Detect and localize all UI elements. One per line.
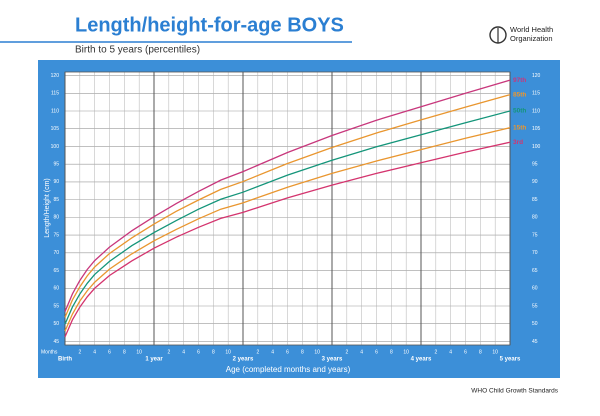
percentile-line — [64, 110, 511, 325]
series-label: 3rd — [513, 139, 523, 146]
x-tick-label: Birth — [58, 357, 72, 363]
x-tick-label: 3 years — [322, 357, 343, 363]
x-tick-label: 2 — [345, 349, 348, 355]
x-tick-label: 4 — [93, 349, 96, 355]
y-tick-label: 120 — [532, 73, 541, 79]
y-tick-label: 75 — [532, 232, 538, 238]
x-tick-label: 6 — [108, 349, 111, 355]
series-label: 97th — [513, 77, 526, 84]
x-tick-label: 2 — [434, 349, 437, 355]
y-tick-label: 110 — [532, 108, 540, 114]
y-tick-label: 80 — [53, 215, 59, 221]
y-tick-label: 100 — [51, 144, 60, 150]
y-tick-label: 60 — [53, 286, 59, 292]
x-tick-label: 10 — [225, 349, 231, 355]
y-tick-label: 90 — [53, 179, 59, 185]
x-tick-label: 1 year — [145, 357, 163, 363]
y-tick-label: 45 — [53, 339, 59, 345]
y-tick-label: 105 — [532, 126, 541, 132]
x-tick-label: 8 — [123, 349, 126, 355]
y-tick-label: 45 — [532, 339, 538, 345]
y-tick-label: 70 — [53, 250, 59, 256]
footer: WHO Child Growth Standards — [471, 388, 558, 395]
y-tick-label: 55 — [53, 303, 59, 309]
y-axis-label: Length/Height (cm) — [44, 178, 51, 238]
x-tick-label: 4 — [182, 349, 185, 355]
y-tick-label: 70 — [532, 250, 538, 256]
x-tick-label: 4 — [271, 349, 274, 355]
x-tick-label: 10 — [314, 349, 320, 355]
x-axis-label: Age (completed months and years) — [226, 365, 351, 374]
x-tick-label: 10 — [136, 349, 142, 355]
x-tick-label: 10 — [492, 349, 498, 355]
y-tick-label: 65 — [532, 268, 538, 274]
series-label: 50th — [513, 108, 526, 115]
series-label: 15th — [513, 124, 526, 131]
percentile-line — [64, 127, 511, 332]
y-tick-label: 115 — [532, 91, 540, 97]
y-tick-label: 115 — [51, 91, 59, 97]
x-tick-label: 6 — [464, 349, 467, 355]
y-tick-label: 80 — [532, 215, 538, 221]
x-tick-label: 6 — [286, 349, 289, 355]
x-tick-label: 2 years — [233, 357, 254, 363]
percentile-line — [64, 141, 511, 338]
y-tick-label: 105 — [51, 126, 60, 132]
logo-text: Organization — [510, 34, 553, 43]
y-tick-label: 50 — [53, 321, 59, 327]
x-tick-label: 8 — [301, 349, 304, 355]
x-tick-label: 4 — [360, 349, 363, 355]
x-tick-label: 4 years — [411, 357, 432, 363]
y-tick-label: 110 — [51, 108, 59, 114]
percentile-line — [64, 79, 511, 312]
y-tick-label: 95 — [532, 162, 538, 168]
x-tick-label: 6 — [197, 349, 200, 355]
y-tick-label: 60 — [532, 286, 538, 292]
y-tick-label: 90 — [532, 179, 538, 185]
plot-border — [64, 71, 511, 346]
x-tick-label: 8 — [212, 349, 215, 355]
y-tick-label: 100 — [532, 144, 541, 150]
x-tick-label: 8 — [390, 349, 393, 355]
x-tick-label: 8 — [479, 349, 482, 355]
x-tick-label: 2 — [78, 349, 81, 355]
x-tick-label: 4 — [449, 349, 452, 355]
x-unit-label: Months — [41, 349, 58, 355]
y-tick-label: 85 — [532, 197, 538, 203]
x-tick-label: 6 — [375, 349, 378, 355]
page-title: Length/height-for-age BOYS — [75, 14, 344, 36]
y-tick-label: 50 — [532, 321, 538, 327]
logo-text: World Health — [510, 25, 553, 34]
y-tick-label: 55 — [532, 303, 538, 309]
series-label: 85th — [513, 91, 526, 98]
x-tick-label: 2 — [167, 349, 170, 355]
y-tick-label: 85 — [53, 197, 59, 203]
y-tick-label: 75 — [53, 232, 59, 238]
x-tick-label: 10 — [403, 349, 409, 355]
y-tick-label: 65 — [53, 268, 59, 274]
subtitle: Birth to 5 years (percentiles) — [75, 45, 200, 56]
who-logo: World Health Organization — [489, 25, 553, 44]
y-tick-label: 120 — [51, 73, 60, 79]
x-tick-label: 2 — [256, 349, 259, 355]
percentile-line — [64, 94, 511, 318]
y-tick-label: 95 — [53, 162, 59, 168]
x-tick-label: 5 years — [500, 357, 521, 363]
